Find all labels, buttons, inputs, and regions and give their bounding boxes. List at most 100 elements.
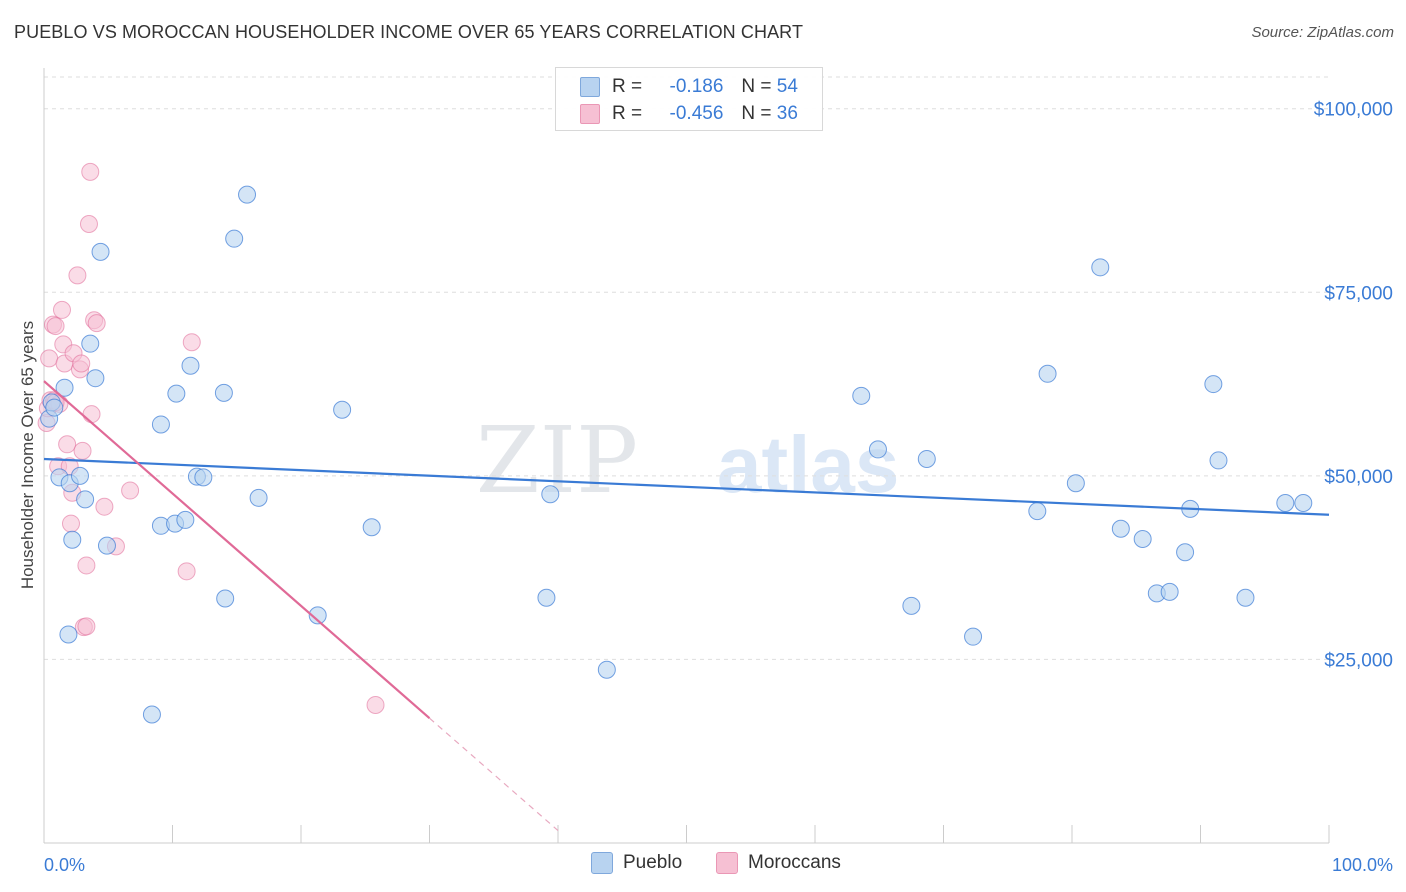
- moroccans-point: [81, 162, 100, 181]
- gridlines: [44, 76, 1329, 660]
- moroccans-trend-extension: [429, 717, 559, 831]
- correlation-legend: R = -0.186 N = 54 R = -0.456 N = 36: [555, 67, 823, 131]
- moroccans-legend-swatch: [716, 852, 738, 874]
- source-label: Source: ZipAtlas.com: [1251, 24, 1394, 41]
- pueblo-point: [216, 589, 235, 608]
- series-legend-pueblo[interactable]: Pueblo: [591, 852, 682, 874]
- y-tick-label: $25,000: [1324, 650, 1393, 671]
- moroccans-point: [77, 617, 96, 636]
- moroccans-point: [73, 441, 92, 460]
- y-tick-label: $50,000: [1324, 467, 1393, 488]
- pueblo-point: [1160, 582, 1179, 601]
- series-legend-label: Moroccans: [748, 852, 841, 873]
- pueblo-point: [1276, 494, 1295, 513]
- pueblo-point: [308, 606, 327, 625]
- axes: [43, 68, 1330, 844]
- pueblo-point: [852, 386, 871, 405]
- x-tick-labels: 0.0% 100.0%: [44, 855, 1393, 875]
- pueblo-point: [1038, 364, 1057, 383]
- pueblo-point: [81, 334, 100, 353]
- pueblo-point: [45, 398, 64, 417]
- legend-n-label: N =: [741, 103, 772, 124]
- watermark: ZIP atlas: [476, 407, 900, 514]
- moroccans-point: [46, 317, 65, 336]
- pueblo-point: [917, 449, 936, 468]
- pueblo-point: [537, 588, 556, 607]
- pueblo-point: [86, 369, 105, 388]
- pueblo-point: [225, 229, 244, 248]
- moroccans-point: [121, 481, 140, 500]
- pueblo-point: [1209, 451, 1228, 470]
- pueblo-point: [333, 400, 352, 419]
- series-legend-label: Pueblo: [623, 852, 683, 873]
- moroccans-point: [52, 300, 71, 319]
- pueblo-point: [1091, 258, 1110, 277]
- x-tick-label-min: 0.0%: [44, 855, 85, 875]
- pueblo-legend-swatch: [591, 852, 613, 874]
- moroccans-point: [177, 562, 196, 581]
- chart-title: PUEBLO VS MOROCCAN HOUSEHOLDER INCOME OV…: [14, 22, 804, 42]
- pueblo-point: [362, 518, 381, 537]
- legend-r-label: R =: [612, 76, 643, 97]
- moroccans-point: [95, 497, 114, 516]
- moroccans-trend-line: [43, 380, 431, 719]
- legend-r-label: R =: [612, 103, 643, 124]
- pueblo-point: [1111, 519, 1130, 538]
- moroccans-point: [77, 556, 96, 575]
- legend-row-pueblo: R = -0.186 N = 54: [580, 74, 798, 100]
- pueblo-point: [91, 242, 110, 261]
- moroccans-point: [87, 314, 106, 333]
- pueblo-points: [40, 185, 1313, 724]
- pueblo-point: [541, 485, 560, 504]
- trend-lines: [43, 380, 1330, 831]
- pueblo-point: [1204, 375, 1223, 394]
- series-legend-moroccans[interactable]: Moroccans: [716, 852, 841, 874]
- moroccans-point: [182, 333, 201, 352]
- legend-r-value-pueblo: -0.186: [669, 76, 724, 97]
- legend-row-moroccans: R = -0.456 N = 36: [580, 101, 798, 127]
- pueblo-point: [176, 510, 195, 529]
- pueblo-point: [1176, 543, 1195, 562]
- pueblo-point: [1236, 588, 1255, 607]
- pueblo-point: [964, 627, 983, 646]
- moroccans-swatch: [580, 104, 600, 124]
- pueblo-point: [70, 466, 89, 485]
- pueblo-point: [167, 384, 186, 403]
- pueblo-point: [181, 356, 200, 375]
- moroccans-point: [58, 435, 77, 454]
- moroccans-point: [40, 349, 59, 368]
- moroccans-point: [82, 405, 101, 424]
- pueblo-point: [1294, 494, 1313, 513]
- legend-n-label: N =: [741, 76, 772, 97]
- pueblo-point: [868, 440, 887, 459]
- pueblo-point: [902, 596, 921, 615]
- y-tick-label: $100,000: [1314, 100, 1393, 121]
- pueblo-point: [55, 378, 74, 397]
- pueblo-point: [1028, 502, 1047, 521]
- legend-r-value-moroccans: -0.456: [669, 103, 724, 124]
- moroccans-point: [79, 214, 98, 233]
- pueblo-point: [214, 383, 233, 402]
- y-tick-label: $75,000: [1324, 283, 1393, 304]
- x-tick-label-max: 100.0%: [1332, 855, 1393, 875]
- pueblo-point: [194, 468, 213, 487]
- pueblo-point: [1066, 474, 1085, 493]
- pueblo-point: [97, 536, 116, 555]
- pueblo-point: [59, 625, 78, 644]
- moroccans-point: [72, 354, 91, 373]
- pueblo-point: [238, 185, 257, 204]
- pueblo-point: [1133, 530, 1152, 549]
- legend-n-value-pueblo: 54: [776, 76, 798, 97]
- pueblo-point: [76, 490, 95, 509]
- pueblo-point: [151, 415, 170, 434]
- moroccans-point: [68, 266, 87, 285]
- y-tick-labels: $25,000 $50,000 $75,000 $100,000: [1314, 100, 1393, 672]
- series-legend: Pueblo Moroccans: [0, 852, 1406, 878]
- pueblo-point: [63, 530, 82, 549]
- moroccans-point: [61, 514, 80, 533]
- pueblo-point: [249, 488, 268, 507]
- legend-n-value-moroccans: 36: [776, 103, 798, 124]
- pueblo-point: [142, 705, 161, 724]
- pueblo-trend-line: [43, 457, 1330, 516]
